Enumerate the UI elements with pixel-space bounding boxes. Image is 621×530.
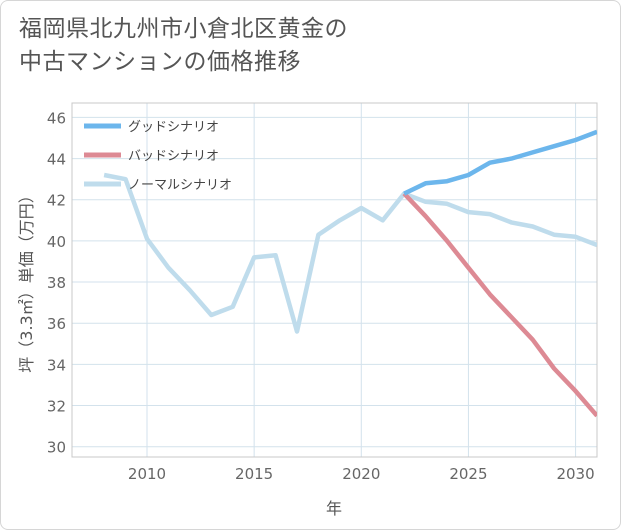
x-tick-label: 2015: [235, 465, 273, 483]
chart-title: 福岡県北九州市小倉北区黄金の 中古マンションの価格推移: [19, 13, 348, 79]
y-tick-label: 40: [47, 233, 66, 251]
y-tick-label: 32: [47, 398, 66, 416]
x-tick-label: 2020: [342, 465, 380, 483]
series-lines: [103, 129, 597, 418]
y-tick-label: 46: [47, 109, 66, 127]
series-line-3: [103, 172, 597, 334]
series-line-1: [403, 129, 597, 196]
y-tick-label: 44: [47, 151, 66, 169]
chart-title-line-2: 中古マンションの価格推移: [19, 49, 301, 75]
legend-label-1: グッドシナリオ: [128, 120, 219, 135]
x-tick-label: 2010: [128, 465, 166, 483]
legend-label-3: ノーマルシナリオ: [128, 178, 232, 193]
x-tick-label: 2030: [556, 465, 594, 483]
plot-frame: [71, 102, 598, 458]
y-tick-label: 42: [47, 192, 66, 210]
y-tick-label: 30: [47, 439, 66, 457]
x-axis-label: 年: [326, 499, 342, 518]
grid: [72, 103, 597, 457]
y-axis-label: 坪（3.3㎡）単価（万円）: [17, 187, 36, 372]
y-tick-label: 34: [47, 356, 66, 374]
y-tick-label: 38: [47, 274, 66, 292]
series-line-2: [402, 192, 597, 418]
y-tick-label: 36: [47, 315, 66, 333]
chart-title-line-1: 福岡県北九州市小倉北区黄金の: [19, 16, 348, 42]
tick-labels: 30 32 34 36 38 40 42 44 46 2010 2015 2020 2025 2030: [47, 109, 595, 483]
legend-label-2: バッドシナリオ: [128, 149, 219, 164]
x-tick-label: 2025: [449, 465, 487, 483]
